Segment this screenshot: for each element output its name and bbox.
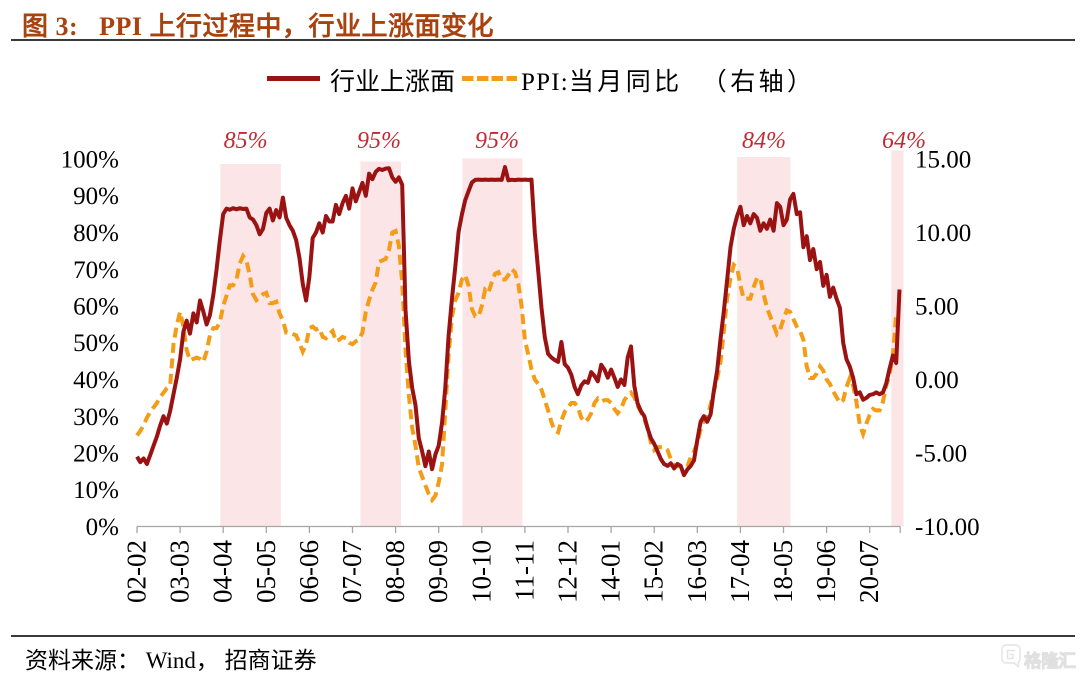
svg-text:10-10: 10-10 — [466, 540, 496, 603]
svg-text:10%: 10% — [73, 477, 119, 504]
svg-text:02-02: 02-02 — [122, 540, 152, 603]
svg-text:15-02: 15-02 — [639, 540, 669, 603]
svg-text:17-04: 17-04 — [725, 540, 755, 603]
svg-text:-5.00: -5.00 — [915, 441, 967, 468]
svg-text:30%: 30% — [73, 404, 119, 431]
svg-text:18-05: 18-05 — [768, 540, 798, 603]
svg-text:0%: 0% — [86, 514, 119, 541]
svg-text:64%: 64% — [882, 128, 926, 154]
svg-text:95%: 95% — [475, 128, 519, 154]
svg-text:06-06: 06-06 — [294, 540, 324, 603]
svg-text:05-05: 05-05 — [251, 540, 281, 603]
svg-text:20%: 20% — [73, 441, 119, 468]
svg-text:-10.00: -10.00 — [915, 514, 980, 541]
svg-text:08-08: 08-08 — [380, 540, 410, 603]
svg-text:03-03: 03-03 — [165, 540, 195, 603]
svg-text:0.00: 0.00 — [915, 367, 959, 394]
svg-text:07-07: 07-07 — [337, 540, 367, 603]
svg-text:70%: 70% — [73, 257, 119, 284]
svg-text:11-11: 11-11 — [509, 540, 539, 601]
svg-text:14-01: 14-01 — [596, 540, 626, 603]
svg-text:95%: 95% — [357, 128, 401, 154]
svg-text:90%: 90% — [73, 183, 119, 210]
svg-text:84%: 84% — [742, 128, 786, 154]
svg-text:格隆汇: 格隆汇 — [1024, 651, 1076, 671]
svg-text:85%: 85% — [224, 128, 268, 154]
svg-text:15.00: 15.00 — [915, 147, 971, 174]
svg-text:60%: 60% — [73, 294, 119, 321]
svg-text:16-03: 16-03 — [682, 540, 712, 603]
svg-text:12-12: 12-12 — [553, 540, 583, 603]
svg-text:50%: 50% — [73, 330, 119, 357]
svg-text:5.00: 5.00 — [915, 294, 959, 321]
svg-text:10.00: 10.00 — [915, 220, 971, 247]
svg-text:19-06: 19-06 — [811, 540, 841, 603]
svg-text:09-09: 09-09 — [423, 540, 453, 603]
svg-text:20-07: 20-07 — [854, 540, 884, 603]
svg-text:40%: 40% — [73, 367, 119, 394]
svg-text:80%: 80% — [73, 220, 119, 247]
svg-text:04-04: 04-04 — [208, 540, 238, 603]
svg-text:100%: 100% — [61, 147, 119, 174]
